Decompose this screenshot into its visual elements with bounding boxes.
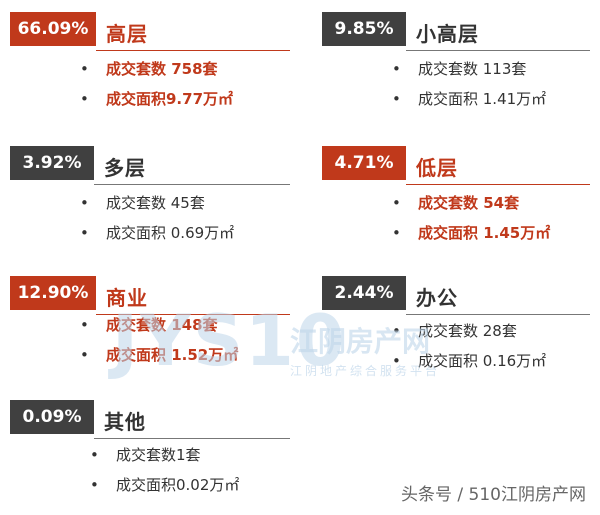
card-xiaogaoceng: 9.85% 小高层 • 成交套数 113套 • 成交面积 1.41万㎡ (322, 12, 590, 122)
bullet-icon: • (90, 476, 99, 494)
percent-badge: 0.09% (10, 400, 94, 434)
footer-source: 头条号 / 510江阴房产网 (401, 485, 586, 505)
units-sold-text: 成交套数 113套 (418, 60, 527, 78)
units-sold-text: 成交套数 54套 (418, 194, 520, 212)
percent-badge: 4.71% (322, 146, 406, 180)
bullet-icon: • (392, 352, 401, 370)
divider-line (96, 314, 290, 315)
units-sold-text: 成交套数 758套 (106, 60, 218, 78)
list-item: • 成交面积 0.16万㎡ (392, 346, 546, 376)
bullet-icon: • (80, 224, 89, 242)
card-diceng: 4.71% 低层 • 成交套数 54套 • 成交面积 1.45万㎡ (322, 146, 590, 256)
list-item: • 成交套数 45套 (80, 188, 234, 218)
list-item: • 成交套数1套 (90, 440, 239, 470)
bullet-icon: • (392, 90, 401, 108)
category-label: 小高层 (416, 22, 479, 46)
stats-list: • 成交套数 54套 • 成交面积 1.45万㎡ (392, 188, 550, 248)
card-qita: 0.09% 其他 • 成交套数1套 • 成交面积0.02万㎡ (10, 400, 290, 510)
bullet-icon: • (80, 194, 89, 212)
divider-line (406, 314, 590, 315)
divider-line (94, 184, 290, 185)
units-sold-text: 成交套数 148套 (106, 316, 218, 334)
category-label: 办公 (416, 286, 458, 310)
list-item: • 成交面积 1.52万㎡ (80, 340, 238, 370)
area-text: 成交面积 0.69万㎡ (106, 224, 235, 242)
list-item: • 成交套数 758套 (80, 54, 233, 84)
list-item: • 成交面积 0.69万㎡ (80, 218, 234, 248)
list-item: • 成交套数 148套 (80, 310, 238, 340)
category-label: 低层 (416, 156, 458, 180)
stats-list: • 成交套数1套 • 成交面积0.02万㎡ (90, 440, 239, 500)
bullet-icon: • (80, 316, 89, 334)
card-gaoceng: 66.09% 高层 • 成交套数 758套 • 成交面积9.77万㎡ (10, 12, 290, 122)
stats-list: • 成交套数 28套 • 成交面积 0.16万㎡ (392, 316, 546, 376)
divider-line (406, 50, 590, 51)
units-sold-text: 成交套数1套 (116, 446, 201, 464)
category-label: 多层 (104, 156, 146, 180)
divider-line (94, 438, 290, 439)
card-duoceng: 3.92% 多层 • 成交套数 45套 • 成交面积 0.69万㎡ (10, 146, 290, 256)
percent-badge: 12.90% (10, 276, 96, 310)
divider-line (406, 184, 590, 185)
category-label: 商业 (106, 286, 148, 310)
list-item: • 成交面积0.02万㎡ (90, 470, 239, 500)
percent-badge: 66.09% (10, 12, 96, 46)
bullet-icon: • (80, 90, 89, 108)
stats-list: • 成交套数 758套 • 成交面积9.77万㎡ (80, 54, 233, 114)
bullet-icon: • (80, 60, 89, 78)
stats-list: • 成交套数 45套 • 成交面积 0.69万㎡ (80, 188, 234, 248)
list-item: • 成交面积 1.41万㎡ (392, 84, 546, 114)
list-item: • 成交套数 28套 (392, 316, 546, 346)
divider-line (96, 50, 290, 51)
card-bangong: 2.44% 办公 • 成交套数 28套 • 成交面积 0.16万㎡ (322, 276, 590, 386)
bullet-icon: • (392, 60, 401, 78)
stats-list: • 成交套数 148套 • 成交面积 1.52万㎡ (80, 310, 238, 370)
list-item: • 成交套数 54套 (392, 188, 550, 218)
area-text: 成交面积0.02万㎡ (116, 476, 240, 494)
card-shangye: 12.90% 商业 • 成交套数 148套 • 成交面积 1.52万㎡ (10, 276, 290, 386)
bullet-icon: • (80, 346, 89, 364)
area-text: 成交面积 1.41万㎡ (418, 90, 547, 108)
bullet-icon: • (392, 194, 401, 212)
list-item: • 成交面积 1.45万㎡ (392, 218, 550, 248)
bullet-icon: • (392, 224, 401, 242)
category-label: 其他 (104, 410, 146, 434)
list-item: • 成交套数 113套 (392, 54, 546, 84)
percent-badge: 9.85% (322, 12, 406, 46)
area-text: 成交面积 1.45万㎡ (418, 224, 551, 242)
category-label: 高层 (106, 22, 148, 46)
list-item: • 成交面积9.77万㎡ (80, 84, 233, 114)
area-text: 成交面积 1.52万㎡ (106, 346, 239, 364)
percent-badge: 3.92% (10, 146, 94, 180)
stats-list: • 成交套数 113套 • 成交面积 1.41万㎡ (392, 54, 546, 114)
percent-badge: 2.44% (322, 276, 406, 310)
units-sold-text: 成交套数 45套 (106, 194, 205, 212)
area-text: 成交面积9.77万㎡ (106, 90, 234, 108)
bullet-icon: • (392, 322, 401, 340)
bullet-icon: • (90, 446, 99, 464)
units-sold-text: 成交套数 28套 (418, 322, 517, 340)
area-text: 成交面积 0.16万㎡ (418, 352, 547, 370)
